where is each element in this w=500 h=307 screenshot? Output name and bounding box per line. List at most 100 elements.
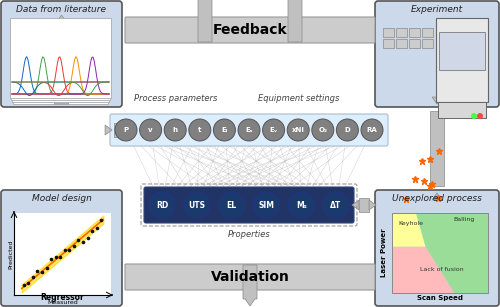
Text: RD: RD [156,200,168,209]
Text: Measured: Measured [47,300,78,305]
Text: Equipment settings: Equipment settings [258,94,339,103]
Bar [14,213,111,295]
Circle shape [471,113,477,119]
Text: t: t [198,127,202,133]
Text: EL: EL [226,200,236,209]
Circle shape [149,192,175,218]
FancyBboxPatch shape [110,114,388,146]
Text: Lack of fusion: Lack of fusion [420,267,464,272]
Bar [114,123,119,137]
Text: Validation: Validation [210,270,290,284]
Circle shape [287,119,309,141]
Text: Predicted: Predicted [8,239,14,269]
Polygon shape [392,247,454,293]
Circle shape [184,192,210,218]
Text: SIM: SIM [258,200,274,209]
Bar [422,28,433,37]
Point [88,228,96,233]
Text: Eᵥ: Eᵥ [270,127,278,133]
Circle shape [254,192,280,218]
Text: UTS: UTS [188,200,206,209]
FancyArrow shape [243,265,257,306]
Text: Balling: Balling [454,217,474,222]
FancyBboxPatch shape [125,264,375,290]
Circle shape [218,192,244,218]
Point [98,218,106,223]
Text: Experiment: Experiment [411,5,463,14]
Text: Data from literature: Data from literature [16,5,106,14]
Bar [409,28,420,37]
Bar [409,39,420,48]
FancyArrow shape [54,15,68,104]
Point [34,268,42,273]
Text: D: D [344,127,350,133]
FancyArrow shape [105,125,112,135]
Bar [13,24,108,104]
Circle shape [214,119,236,141]
Point [70,243,78,248]
Circle shape [164,119,186,141]
Text: P: P [124,127,128,133]
Circle shape [336,119,358,141]
Text: Model design: Model design [32,194,92,203]
Point [84,235,92,240]
Bar [383,39,394,48]
Circle shape [361,119,383,141]
Text: Scan Speed: Scan Speed [417,295,463,301]
Text: xNi: xNi [292,127,304,133]
Circle shape [140,119,162,141]
Point [24,281,32,286]
FancyArrow shape [352,200,359,210]
FancyArrow shape [432,97,442,104]
FancyArrow shape [432,193,442,200]
Text: O₂: O₂ [318,127,328,133]
Text: Eₛ: Eₛ [246,127,252,133]
FancyArrow shape [288,0,302,42]
Text: Laser Power: Laser Power [381,229,387,277]
Bar [12,22,109,102]
Bar [438,102,486,118]
Polygon shape [416,213,488,293]
Circle shape [312,119,334,141]
Bar [430,111,444,186]
Text: Process parameters: Process parameters [134,94,217,103]
Text: Mₛ: Mₛ [296,200,306,209]
Text: Unexplored process: Unexplored process [392,194,482,203]
Point [92,226,100,231]
FancyBboxPatch shape [375,1,499,107]
Text: RA: RA [366,127,378,133]
Bar [396,28,407,37]
Text: Eₗ: Eₗ [222,127,228,133]
Circle shape [189,119,211,141]
Bar [10,18,111,98]
Point [56,255,64,260]
Circle shape [323,192,349,218]
Point [42,266,50,271]
Point [79,240,87,245]
FancyArrow shape [198,0,212,42]
Text: ΔT: ΔT [330,200,342,209]
Circle shape [115,119,137,141]
FancyBboxPatch shape [1,190,122,306]
FancyArrow shape [121,125,128,135]
Circle shape [477,113,483,119]
Point [74,237,82,242]
Text: Feedback: Feedback [212,23,288,37]
Bar [11,20,110,100]
Bar [396,39,407,48]
Circle shape [262,119,284,141]
Point [47,256,55,261]
Point [52,255,60,260]
Bar [436,18,488,102]
Bar [383,28,394,37]
Bar [392,213,488,293]
Polygon shape [392,213,426,247]
FancyBboxPatch shape [144,187,354,223]
Point [29,275,37,280]
Text: Properties: Properties [228,230,270,239]
FancyBboxPatch shape [125,17,375,43]
Point [66,247,74,252]
Bar [422,39,433,48]
Text: Keyhole: Keyhole [398,221,423,226]
Text: v: v [148,127,153,133]
